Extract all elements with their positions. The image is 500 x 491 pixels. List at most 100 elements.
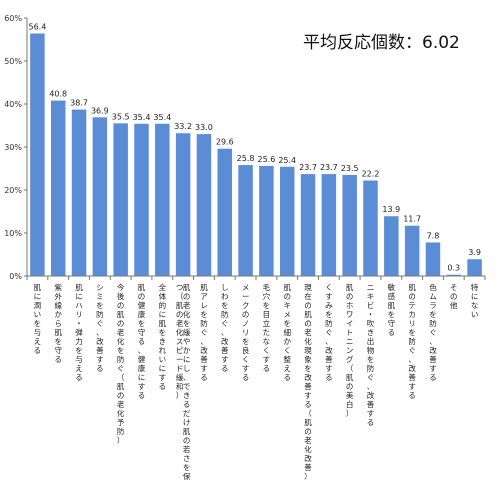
category-label-char: の	[346, 382, 354, 391]
category-label-char: 改	[429, 345, 437, 355]
category-label-char: の	[117, 391, 125, 400]
category-label-char: を	[96, 301, 104, 310]
category-label-char: 若	[183, 444, 191, 454]
category-label-char: 現	[304, 346, 312, 355]
bar	[134, 123, 149, 276]
category-label-char: グ	[346, 354, 354, 364]
category-label-char: 康	[138, 363, 146, 373]
chart-title: 平均反応個数：6.02	[303, 33, 460, 53]
category-label-char: 他	[450, 300, 458, 310]
category-label-char: 立	[263, 318, 271, 328]
category-label-char: を	[183, 319, 191, 328]
category-label-char: ぐ	[429, 328, 437, 337]
bar-value-label: 38.7	[70, 99, 88, 108]
category-label-char: 老	[304, 327, 312, 337]
category-label-char: ン	[346, 346, 354, 355]
category-label-char: 改	[221, 336, 229, 346]
category-label-char: （	[176, 292, 184, 301]
category-label-char: ム	[429, 292, 437, 301]
category-label-char: を	[221, 301, 229, 310]
category-label-char: そ	[450, 283, 458, 292]
bar	[92, 117, 108, 276]
category-label-char: を	[117, 346, 125, 355]
category-label-char: ビ	[367, 301, 375, 310]
category-label-char: 肌	[117, 382, 125, 391]
category-label-char: る	[54, 355, 62, 364]
category-label-char: を	[159, 328, 167, 337]
category-label-char: わ	[221, 292, 229, 301]
category-label-char: で	[183, 382, 191, 391]
category-label-char: 色	[429, 282, 437, 292]
category-label-char: す	[325, 292, 333, 301]
category-label-char: 力	[75, 336, 83, 346]
category-label-char: 吹	[367, 318, 375, 328]
category-label-char: ぐ	[96, 319, 104, 328]
category-label: 肌にハリ・弾力を与える	[75, 283, 83, 382]
category-label-char: し	[183, 364, 191, 373]
category-label-char: 肌	[75, 283, 83, 292]
category-label-char: 細	[283, 327, 291, 337]
bar	[30, 33, 45, 277]
y-tick-label: 0%	[9, 272, 22, 281]
category-label-char: ラ	[429, 301, 437, 310]
category-label-char: 出	[367, 336, 375, 346]
category-label-char: く	[242, 355, 250, 364]
category-label-char: の	[176, 310, 184, 319]
category-label-char: す	[408, 382, 416, 391]
category-label-char: 老	[183, 300, 191, 310]
category-label: 今後の肌の老化を防ぐ（肌の老化予防）	[117, 282, 125, 445]
category-label-char: を	[388, 310, 396, 319]
category-label-char: ・	[75, 319, 83, 328]
category-label-char: い	[34, 310, 42, 319]
category-label: 敏感肌を守る	[388, 282, 396, 337]
category-label-char: 美	[346, 390, 354, 400]
bar	[175, 133, 191, 276]
bars-group: 56.440.838.736.935.5 35.4 35.433.2 33.029.6…	[29, 22, 482, 277]
category-label-char: ー	[176, 355, 184, 364]
category-label-char: ぐ	[117, 364, 125, 373]
category-label-char: 防	[367, 363, 375, 373]
category-label-char: の	[283, 292, 291, 301]
category-label: 肌の健康を守る、健康にする	[138, 283, 146, 400]
category-label-char: 肌	[346, 283, 354, 292]
category-label-char: な	[471, 301, 479, 310]
category-label: 色ムラを防ぐ、改善する	[429, 282, 437, 382]
category-label-char: 現	[304, 283, 312, 292]
category-label-char: を	[408, 328, 416, 337]
category-label: 現在の肌の老化現象を改善する（肌の老化改善）	[304, 283, 312, 481]
category-label-char: 特	[471, 282, 479, 292]
category-label-char: 善	[96, 345, 104, 355]
category-label-char: る	[183, 400, 191, 409]
category-label-char: 改	[200, 345, 208, 355]
category-label-char: 敏	[388, 282, 396, 292]
category-label-char: 肌	[176, 301, 184, 310]
category-label-char: す	[242, 364, 250, 373]
category-label-char: る	[221, 364, 229, 373]
category-label-char: を	[138, 319, 146, 328]
category-label-char: 肌	[408, 283, 416, 292]
category-label-char: 、	[200, 337, 208, 346]
category-label-char: ス	[176, 337, 184, 346]
category-label-char: ・	[367, 310, 375, 319]
category-label-char: い	[471, 310, 479, 319]
category-label-char: れ	[159, 346, 167, 355]
bar	[259, 165, 274, 276]
category-label-char: 健	[138, 354, 146, 364]
category-label-char: る	[263, 364, 271, 373]
category-label: しわを防ぐ、改善する	[221, 283, 229, 373]
category-label-char: る	[138, 337, 146, 346]
category-label-char: 改	[367, 390, 375, 400]
category-label-char: え	[283, 364, 291, 373]
bar-value-label: 11.7	[403, 215, 421, 224]
category-label-char: 整	[283, 354, 291, 364]
bar-value-label: 23.7	[299, 163, 317, 172]
category-label-char: ド	[176, 364, 184, 373]
category-label-char: 物	[367, 345, 375, 355]
category-label-char: 、	[138, 346, 146, 355]
category-label-char: ）	[117, 436, 125, 445]
category-label-char: ト	[346, 328, 354, 337]
category-label-char: 善	[325, 354, 333, 364]
category-label-char: 目	[263, 310, 271, 319]
category-label-char: 在	[304, 291, 312, 301]
